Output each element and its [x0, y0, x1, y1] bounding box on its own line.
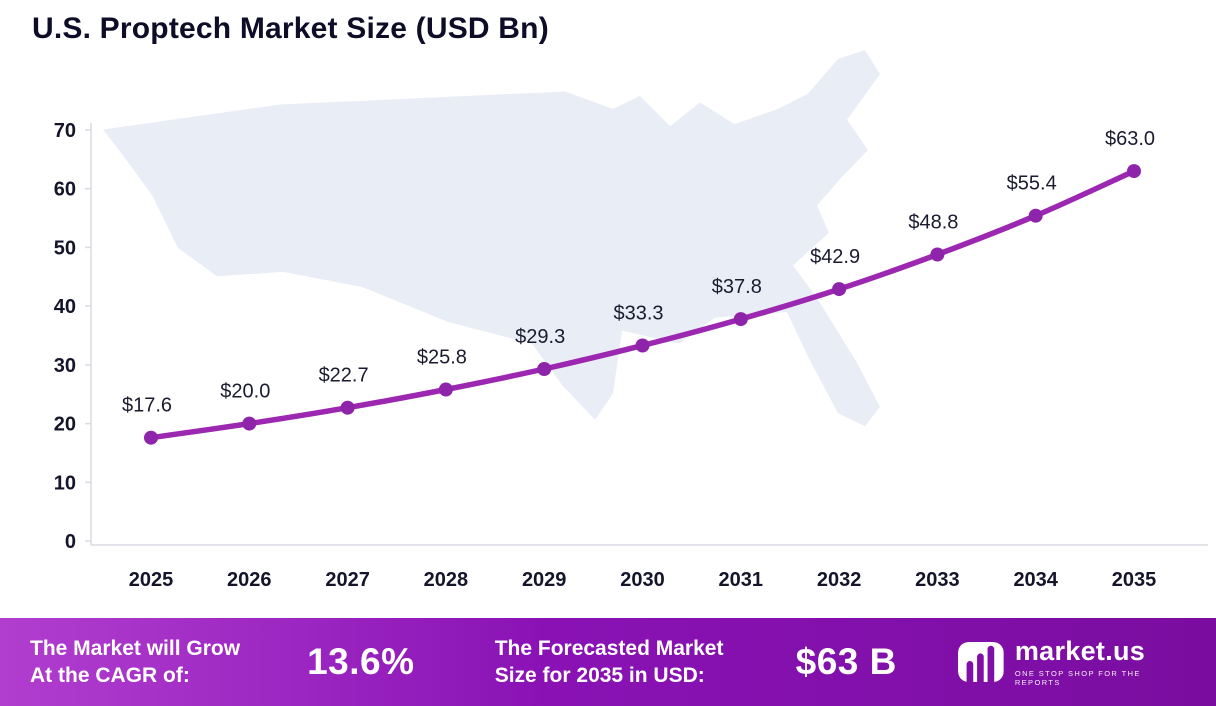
forecast-label-line1: The Forecasted Market [494, 636, 724, 660]
y-axis-tick: 70 [54, 120, 76, 142]
cagr-label: The Market will Grow At the CAGR of: [30, 635, 307, 690]
x-axis-tick: 2029 [522, 569, 567, 591]
forecast-label: The Forecasted Market Size for 2035 in U… [495, 635, 796, 690]
cagr-value: 13.6% [307, 641, 415, 682]
chart-title: U.S. Proptech Market Size (USD Bn) [32, 12, 549, 45]
marketus-logo-icon [958, 641, 1004, 683]
x-axis-tick: 2026 [227, 569, 272, 591]
data-point-label: $25.8 [417, 347, 467, 369]
forecast-label-line2: Size for 2035 in USD: [494, 664, 705, 687]
cagr-label-line2: At the CAGR of: [30, 664, 190, 687]
footer-banner: The Market will Grow At the CAGR of: 13.… [0, 618, 1216, 706]
data-point-marker [340, 400, 355, 415]
x-axis-tick: 2031 [719, 569, 764, 591]
data-point-marker [438, 382, 453, 397]
x-axis-tick: 2032 [817, 569, 862, 591]
data-point-marker [635, 338, 650, 353]
data-point-marker [537, 362, 552, 376]
data-point-label: $17.6 [122, 395, 172, 417]
data-point-marker [1127, 164, 1141, 179]
y-axis-tick: 30 [54, 355, 76, 377]
marketus-logo: market.us ONE STOP SHOP FOR THE REPORTS [958, 636, 1182, 687]
data-point-label: $55.4 [1007, 173, 1057, 195]
data-point-label: $48.8 [908, 212, 958, 234]
data-point-marker [930, 247, 945, 262]
data-point-label: $63.0 [1105, 128, 1155, 150]
data-point-label: $20.0 [220, 381, 270, 403]
forecast-value: $63 B [795, 641, 897, 682]
y-axis-tick: 50 [54, 237, 76, 259]
y-axis-tick: 60 [54, 179, 76, 201]
x-axis-tick: 2025 [129, 569, 174, 591]
y-axis-tick: 10 [54, 472, 76, 494]
data-point-marker [144, 430, 158, 445]
data-point-label: $42.9 [810, 246, 860, 268]
logo-text: market.us [1014, 636, 1146, 667]
data-point-label: $37.8 [712, 276, 762, 298]
data-point-label: $22.7 [319, 365, 369, 387]
x-axis-tick: 2035 [1112, 569, 1157, 591]
x-axis-tick: 2033 [915, 569, 960, 591]
x-axis-tick: 2028 [424, 569, 469, 591]
data-point-marker [1028, 208, 1043, 223]
data-point-marker [733, 312, 748, 327]
data-point-label: $29.3 [515, 326, 565, 348]
x-axis-tick: 2027 [325, 569, 370, 591]
x-axis-tick: 2030 [620, 569, 665, 591]
x-axis-tick: 2034 [1013, 569, 1058, 591]
y-axis-tick: 20 [54, 414, 76, 436]
data-point-marker [242, 416, 257, 431]
y-axis-tick: 40 [54, 296, 76, 318]
cagr-label-line1: The Market will Grow [30, 636, 241, 660]
y-axis-tick: 0 [65, 531, 76, 553]
data-point-marker [832, 282, 847, 297]
data-point-label: $33.3 [613, 303, 663, 325]
logo-text-wrap: market.us ONE STOP SHOP FOR THE REPORTS [1014, 636, 1182, 687]
logo-tagline: ONE STOP SHOP FOR THE REPORTS [1014, 668, 1141, 687]
